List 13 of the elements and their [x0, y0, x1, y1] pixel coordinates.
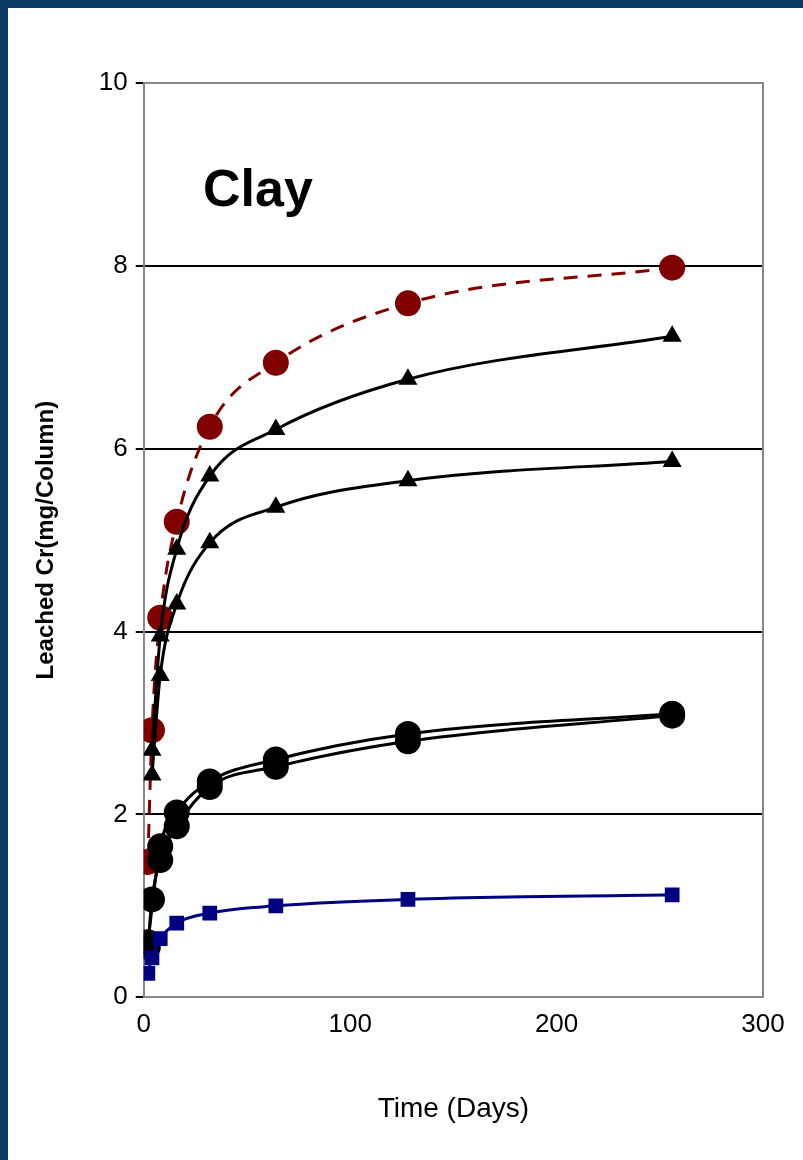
x-axis-title: Time (Days): [377, 1091, 530, 1123]
annotation: Clay: [203, 158, 313, 218]
x-tick-label: 100: [328, 1007, 372, 1038]
y-tick-label: 0: [113, 980, 128, 1011]
x-tick-label: 300: [741, 1007, 785, 1038]
y-tick-label: 2: [113, 797, 128, 828]
x-tick-label: 0: [136, 1007, 151, 1038]
x-tick-label: 200: [534, 1007, 579, 1038]
y-axis-title: Leached Cr(mg/Column): [31, 400, 59, 680]
y-tick-label: 8: [113, 249, 128, 280]
y-tick-label: 4: [113, 614, 128, 645]
y-tick-label: 10: [98, 66, 128, 97]
y-tick-label: 6: [113, 431, 128, 462]
